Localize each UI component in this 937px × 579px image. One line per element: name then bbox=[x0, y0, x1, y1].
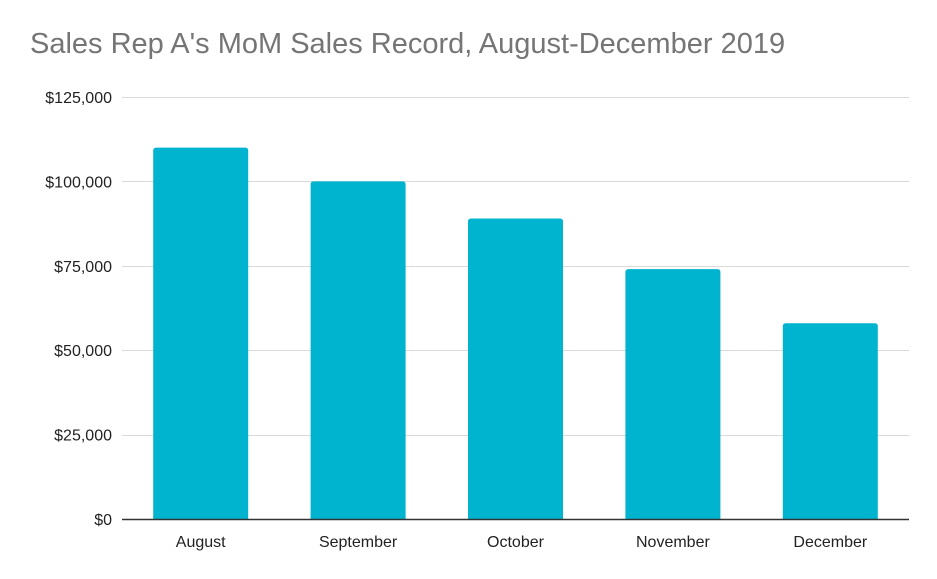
bars bbox=[153, 147, 878, 519]
x-tick-label: October bbox=[487, 534, 545, 551]
x-tick-label: November bbox=[636, 534, 710, 551]
chart-title: Sales Rep A's MoM Sales Record, August-D… bbox=[30, 28, 786, 60]
y-tick-label: $75,000 bbox=[54, 259, 112, 276]
y-tick-label: $50,000 bbox=[54, 343, 112, 360]
bar-november bbox=[625, 269, 721, 519]
bar-september bbox=[310, 181, 406, 519]
x-axis-tick-labels: August September October November December bbox=[176, 534, 868, 551]
x-tick-label: August bbox=[176, 534, 226, 551]
y-axis-tick-labels: $0 $25,000 $50,000 $75,000 $100,000 $125,000 bbox=[45, 90, 112, 529]
bar-october bbox=[468, 218, 563, 519]
y-tick-label: $25,000 bbox=[54, 428, 112, 445]
y-tick-label: $125,000 bbox=[45, 90, 112, 107]
x-tick-label: December bbox=[793, 534, 867, 551]
x-tick-label: September bbox=[319, 534, 398, 551]
y-tick-label: $0 bbox=[94, 512, 112, 529]
bar-august bbox=[153, 147, 249, 519]
bar-december bbox=[782, 323, 878, 519]
y-tick-label: $100,000 bbox=[45, 174, 112, 191]
